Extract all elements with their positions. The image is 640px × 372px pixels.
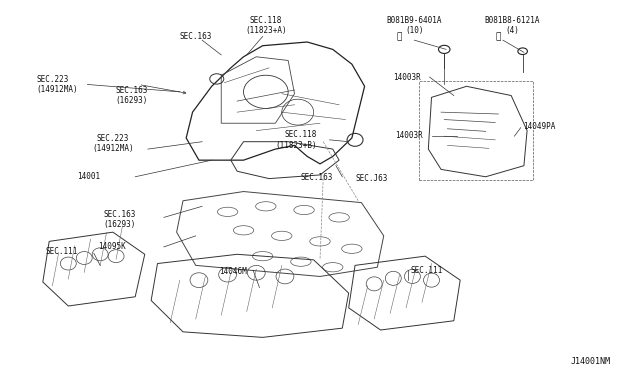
Text: 14046M: 14046M (219, 267, 246, 276)
Text: 14003R: 14003R (393, 73, 420, 81)
Text: SEC.J63: SEC.J63 (355, 174, 387, 183)
Text: SEC.118
(11823+A): SEC.118 (11823+A) (245, 16, 287, 35)
Text: B081B9-6401A
(10): B081B9-6401A (10) (387, 16, 442, 35)
Text: SEC.163
(16293): SEC.163 (16293) (116, 86, 148, 105)
Text: 14003R: 14003R (396, 131, 423, 140)
Text: SEC.223
(14912MA): SEC.223 (14912MA) (92, 134, 134, 153)
Text: SEC.111: SEC.111 (46, 247, 78, 256)
Text: 14095K: 14095K (98, 243, 125, 251)
Text: SEC.163: SEC.163 (300, 173, 333, 182)
Text: SEC.163: SEC.163 (180, 32, 212, 41)
Text: Ⓑ: Ⓑ (496, 32, 501, 41)
Text: 14049PA: 14049PA (523, 122, 555, 131)
Text: 14001: 14001 (77, 172, 100, 181)
Text: Ⓑ: Ⓑ (397, 32, 403, 41)
Text: SEC.111: SEC.111 (410, 266, 443, 275)
Text: SEC.163
(16293): SEC.163 (16293) (103, 209, 136, 229)
Text: J14001NM: J14001NM (571, 357, 611, 366)
Text: SEC.118
(11823+B): SEC.118 (11823+B) (275, 130, 317, 150)
Text: B081B8-6121A
(4): B081B8-6121A (4) (484, 16, 540, 35)
Text: SEC.223
(14912MA): SEC.223 (14912MA) (36, 75, 78, 94)
